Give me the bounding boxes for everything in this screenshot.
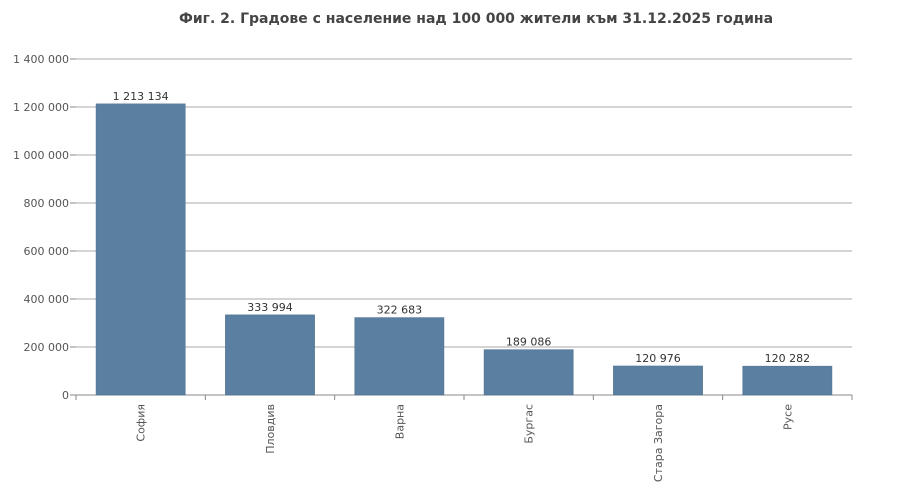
chart-title: Фиг. 2. Градове с население над 100 000 … bbox=[178, 11, 774, 27]
y-tick-label: 800 000 bbox=[24, 197, 70, 210]
x-tick-label: Пловдив bbox=[264, 404, 277, 454]
data-label: 333 994 bbox=[247, 301, 293, 314]
data-label: 322 683 bbox=[377, 304, 423, 317]
data-label: 120 976 bbox=[635, 352, 681, 365]
y-tick-label: 0 bbox=[62, 389, 69, 402]
bar bbox=[483, 349, 574, 396]
bar bbox=[95, 103, 186, 396]
x-tick-label: Бургас bbox=[523, 404, 536, 444]
y-tick-label: 1 000 000 bbox=[13, 149, 69, 162]
x-tick-label: Русе bbox=[781, 404, 794, 430]
bar bbox=[354, 317, 445, 396]
bar bbox=[742, 365, 833, 396]
y-tick-label: 400 000 bbox=[24, 293, 70, 306]
x-tick-label: София bbox=[135, 404, 148, 442]
bar bbox=[225, 314, 315, 396]
data-label: 120 282 bbox=[765, 352, 811, 365]
y-tick-label: 200 000 bbox=[24, 341, 70, 354]
y-tick-label: 1 200 000 bbox=[13, 101, 69, 114]
x-tick-label: Стара Загора bbox=[652, 404, 665, 482]
y-tick-label: 1 400 000 bbox=[13, 53, 69, 66]
y-tick-label: 600 000 bbox=[24, 245, 70, 258]
bar bbox=[613, 365, 703, 396]
data-label: 1 213 134 bbox=[113, 90, 169, 103]
x-tick-label: Варна bbox=[393, 404, 406, 439]
data-label: 189 086 bbox=[506, 336, 552, 349]
